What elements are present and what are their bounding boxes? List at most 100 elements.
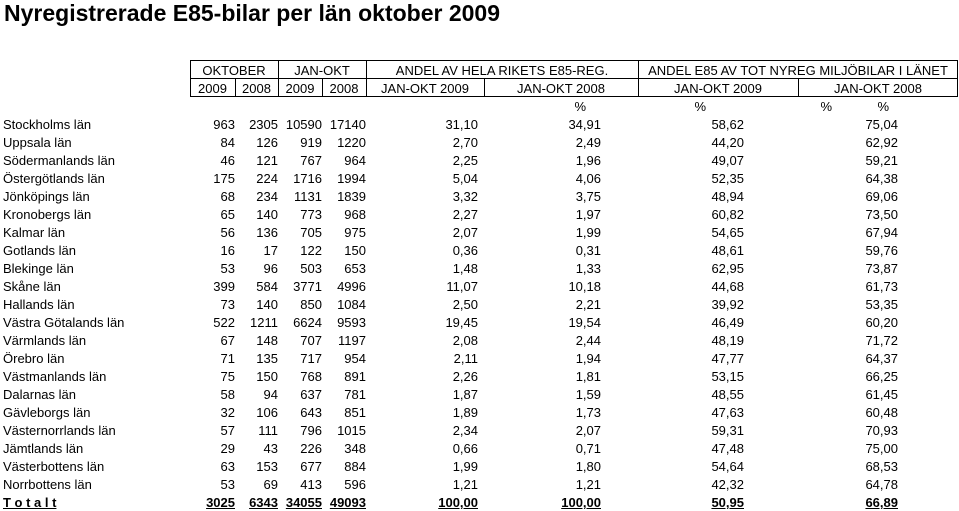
table-cell: 0,66: [452, 441, 478, 456]
table-cell: 851: [344, 405, 366, 420]
total-cell: 66,89: [865, 495, 898, 510]
table-cell: 3771: [293, 279, 322, 294]
table-cell: 773: [300, 207, 322, 222]
table-cell: 1,87: [452, 387, 478, 402]
header-group: ANDEL E85 AV TOT NYREG MILJÖBILAR I LÄNE…: [648, 63, 948, 78]
table-cell: 73,87: [865, 261, 898, 276]
header-year: 2008: [329, 81, 359, 96]
table-cell: 126: [256, 135, 278, 150]
header-divider: [957, 60, 958, 79]
table-cell: 29: [220, 441, 235, 456]
total-cell: 3025: [206, 495, 235, 510]
table-cell: 2,26: [452, 369, 478, 384]
table-cell: 17: [263, 243, 278, 258]
header-border-mid: [190, 78, 958, 79]
table-cell: 52,35: [711, 171, 744, 186]
table-cell: 58,62: [711, 117, 744, 132]
table-cell: 0,71: [575, 441, 601, 456]
header-divider: [366, 78, 367, 97]
table-cell: 1839: [337, 189, 366, 204]
table-cell: 6624: [293, 315, 322, 330]
table-cell: 53,35: [865, 297, 898, 312]
header-divider: [638, 60, 639, 79]
table-cell: 135: [256, 351, 278, 366]
header-year: JAN-OKT 2008: [517, 81, 605, 96]
total-label: T o t a l t: [3, 495, 57, 510]
header-year: 2008: [242, 81, 271, 96]
table-cell: 73,50: [865, 207, 898, 222]
table-cell: 919: [300, 135, 322, 150]
table-cell: 1,94: [575, 351, 601, 366]
table-cell: 4996: [337, 279, 366, 294]
table-cell: 43: [263, 441, 278, 456]
table-cell: 768: [300, 369, 322, 384]
county-name: Norrbottens län: [3, 477, 92, 492]
total-cell: 100,00: [438, 495, 478, 510]
table-cell: 1,48: [452, 261, 478, 276]
county-name: Kronobergs län: [3, 207, 92, 222]
table-cell: 1,21: [452, 477, 478, 492]
table-cell: 150: [256, 369, 278, 384]
table-cell: 226: [300, 441, 322, 456]
table-cell: 399: [213, 279, 235, 294]
table-cell: 2,44: [575, 333, 601, 348]
table-cell: 54,64: [711, 459, 744, 474]
table-cell: 2,34: [452, 423, 478, 438]
table-cell: 63: [220, 459, 235, 474]
table-cell: 4,06: [575, 171, 601, 186]
header-unit: %: [877, 99, 889, 114]
header-divider: [278, 60, 279, 79]
header-divider: [957, 78, 958, 97]
header-group: ANDEL AV HELA RIKETS E85-REG.: [395, 63, 609, 78]
table-cell: 781: [344, 387, 366, 402]
header-year: JAN-OKT 2009: [381, 81, 469, 96]
county-name: Dalarnas län: [3, 387, 76, 402]
table-cell: 73: [220, 297, 235, 312]
county-name: Gotlands län: [3, 243, 76, 258]
table-cell: 68: [220, 189, 235, 204]
table-cell: 62,92: [865, 135, 898, 150]
table-cell: 1131: [294, 189, 322, 204]
table-cell: 5,04: [452, 171, 478, 186]
table-cell: 2,21: [575, 297, 601, 312]
header-divider: [366, 60, 367, 79]
table-cell: 884: [344, 459, 366, 474]
table-cell: 49,07: [711, 153, 744, 168]
table-cell: 707: [300, 333, 322, 348]
table-cell: 70,93: [865, 423, 898, 438]
table-cell: 796: [300, 423, 322, 438]
table-cell: 653: [344, 261, 366, 276]
table-cell: 2,07: [575, 423, 601, 438]
table-cell: 11,07: [446, 279, 478, 294]
county-name: Kalmar län: [3, 225, 66, 240]
table-cell: 1,33: [575, 261, 601, 276]
table-cell: 62,95: [711, 261, 744, 276]
total-cell: 49093: [329, 495, 366, 510]
table-cell: 1,89: [452, 405, 478, 420]
header-divider: [798, 78, 799, 97]
table-cell: 717: [300, 351, 322, 366]
table-cell: 57: [220, 423, 235, 438]
table-cell: 2,27: [452, 207, 478, 222]
table-cell: 111: [258, 423, 278, 438]
table-cell: 94: [263, 387, 278, 402]
table-cell: 1,80: [575, 459, 601, 474]
header-year: 2009: [198, 81, 227, 96]
county-name: Västerbottens län: [3, 459, 105, 474]
county-name: Gävleborgs län: [3, 405, 91, 420]
table-cell: 47,48: [711, 441, 744, 456]
table-cell: 42,32: [711, 477, 744, 492]
table-cell: 64,78: [865, 477, 898, 492]
header-divider: [278, 78, 279, 97]
table-cell: 39,92: [711, 297, 744, 312]
table-cell: 48,55: [711, 387, 744, 402]
table-cell: 60,48: [865, 405, 898, 420]
table-cell: 46: [220, 153, 235, 168]
table-cell: 891: [344, 369, 366, 384]
table-cell: 10590: [285, 117, 322, 132]
table-cell: 0,31: [575, 243, 601, 258]
table-cell: 59,76: [865, 243, 898, 258]
table-cell: 34,91: [568, 117, 601, 132]
table-cell: 32: [220, 405, 235, 420]
table-cell: 61,45: [865, 387, 898, 402]
